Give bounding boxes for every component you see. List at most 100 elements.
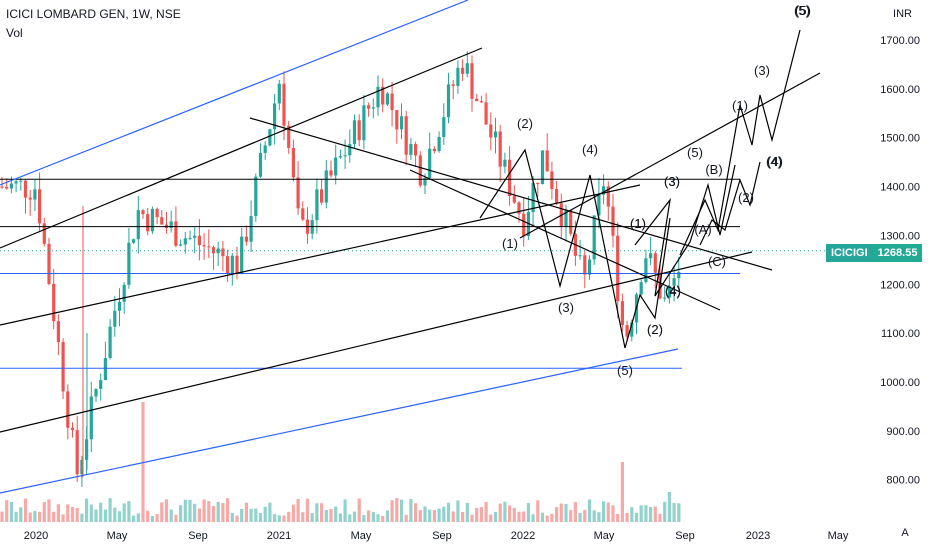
candle-body	[132, 239, 136, 243]
volume-bar	[432, 510, 436, 522]
price-tag-symbol: ICICIGI	[826, 244, 873, 262]
candle-body	[446, 84, 451, 118]
candle-body	[103, 357, 107, 381]
volume-bar	[672, 503, 676, 522]
volume-bar	[56, 504, 60, 522]
candle-body	[639, 282, 643, 295]
volume-bar	[479, 507, 483, 522]
volume-bar	[550, 513, 554, 522]
wave-label: (4)	[766, 154, 782, 169]
y-tick-label: 1700.00	[880, 35, 920, 47]
candle-body	[291, 147, 295, 178]
volume-bar	[644, 505, 648, 522]
auto-scale-button[interactable]: A	[901, 527, 909, 539]
volume-bar	[634, 512, 639, 522]
candle-body	[47, 243, 51, 284]
candle-body	[244, 236, 248, 242]
candle-body	[338, 156, 342, 158]
candle-body	[409, 144, 413, 155]
candle-layer	[0, 51, 681, 487]
wave-label-layer: (1)(2)(3)(4)(5)(1)(2)(3)(4)(5)(1)(3)(5)(…	[502, 3, 811, 378]
candle-body	[451, 84, 455, 86]
candle-body	[498, 131, 502, 167]
volume-bar	[122, 503, 126, 522]
candle-body	[672, 278, 676, 286]
candle-body	[315, 189, 319, 221]
volume-bar	[531, 514, 535, 522]
volume-bar	[517, 511, 521, 522]
volume-bar	[555, 507, 559, 522]
candle-body	[301, 208, 305, 220]
x-tick-label: May	[594, 530, 615, 542]
candle-body	[663, 297, 667, 299]
candle-body	[489, 124, 493, 138]
candle-body	[569, 210, 573, 234]
volume-bar	[446, 502, 451, 522]
volume-bar	[367, 510, 371, 522]
candle-body	[155, 208, 159, 218]
x-tick-label: May	[351, 530, 372, 542]
volume-bar	[498, 503, 502, 522]
candle-body	[117, 301, 122, 311]
volume-bar	[616, 513, 620, 522]
volume-bar	[174, 514, 178, 522]
volume-bar	[150, 515, 154, 522]
candle-body	[141, 210, 145, 215]
volume-bar	[66, 504, 70, 522]
candle-body	[479, 101, 483, 103]
volume-bar	[667, 492, 671, 522]
candle-body	[362, 105, 366, 141]
candle-body	[9, 183, 13, 189]
x-tick-label: May	[828, 530, 849, 542]
volume-bar	[85, 498, 89, 522]
volume-bar	[409, 498, 413, 522]
wave-label: (3)	[664, 174, 680, 189]
currency-label: INR	[893, 8, 912, 20]
y-tick-label: 1400.00	[880, 182, 920, 194]
candle-body	[508, 159, 512, 197]
candle-body	[522, 213, 526, 237]
candle-body	[423, 177, 427, 186]
candle-body	[550, 171, 554, 189]
candle-body	[418, 155, 422, 186]
volume-bar	[287, 511, 291, 522]
candle-body	[587, 259, 592, 275]
volume-bar	[508, 505, 512, 522]
candle-body	[348, 144, 352, 156]
candle-body	[493, 131, 498, 138]
candle-body	[179, 244, 183, 246]
candle-body	[334, 157, 338, 176]
candle-body	[240, 236, 244, 274]
volume-bar	[399, 499, 404, 522]
wave-label: (3)	[754, 63, 770, 78]
volume-bar	[352, 511, 357, 522]
candle-body	[352, 120, 357, 145]
volume-bar	[19, 507, 23, 522]
candle-body	[367, 105, 371, 109]
volume-bar	[625, 513, 629, 522]
candle-body	[52, 283, 56, 322]
candle-body	[517, 202, 521, 214]
x-tick-label: 2021	[267, 530, 291, 542]
rising-channel-mid	[0, 184, 641, 326]
volume-bar	[578, 512, 582, 522]
x-tick-label: Sep	[188, 530, 208, 542]
candle-body	[381, 86, 385, 105]
wave-label: (5)	[794, 3, 810, 18]
volume-bar	[33, 510, 37, 522]
wave-label: (4)	[767, 154, 783, 169]
volume-bar	[583, 509, 587, 522]
volume-bar	[47, 499, 51, 522]
candle-body	[94, 388, 98, 397]
volume-bar	[61, 514, 65, 522]
candle-body	[357, 120, 361, 141]
x-tick-label: Sep	[675, 530, 695, 542]
candle-body	[127, 242, 131, 285]
volume-bar	[254, 508, 258, 522]
volume-bar	[465, 502, 469, 522]
volume-bar	[216, 501, 220, 522]
candle-body	[503, 159, 507, 167]
volume-bar	[52, 511, 56, 522]
